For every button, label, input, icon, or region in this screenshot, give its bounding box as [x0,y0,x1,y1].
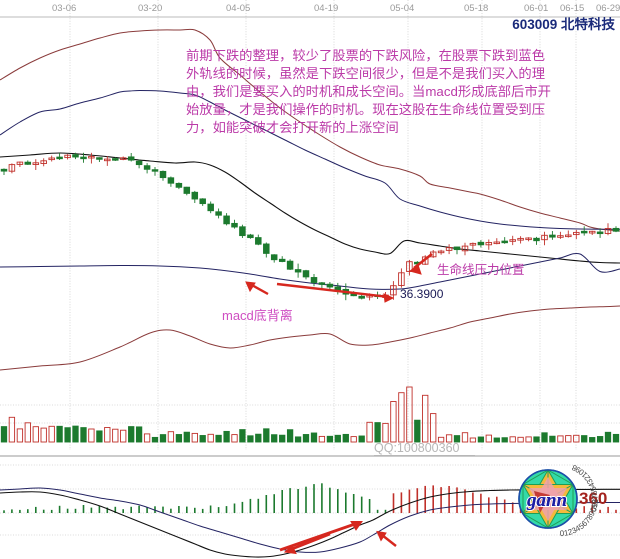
svg-text:04-19: 04-19 [314,3,338,14]
svg-text:生命线压力位置: 生命线压力位置 [437,262,525,277]
svg-text:gann: gann [526,490,567,511]
svg-text:04-05: 04-05 [226,3,250,14]
svg-text:macd底背离: macd底背离 [222,308,293,323]
svg-text:03-06: 03-06 [52,3,76,14]
svg-text:603009 北特科技: 603009 北特科技 [512,16,615,32]
svg-text:05-18: 05-18 [464,3,488,14]
svg-text:06-15: 06-15 [560,3,584,14]
svg-text:05-04: 05-04 [390,3,414,14]
svg-text:前期下跌的整理，较少了股票的下跌风险，在股票下跌到蓝色: 前期下跌的整理，较少了股票的下跌风险，在股票下跌到蓝色 [186,47,545,63]
svg-text:QQ:100800360: QQ:100800360 [374,441,460,455]
svg-text:由，我们是要买入的时机和成长空间。当macd形成底部后市开: 由，我们是要买入的时机和成长空间。当macd形成底部后市开 [186,83,551,99]
svg-text:外轨线的时候，虽然是下跌空间很少，但是不是我们买入的理: 外轨线的时候，虽然是下跌空间很少，但是不是我们买入的理 [186,65,545,81]
svg-text:力，如能突破才会打开新的上涨空间: 力，如能突破才会打开新的上涨空间 [186,120,399,135]
svg-text:始放量，才是我们操作的时机。现在这股在生命线位置受到压: 始放量，才是我们操作的时机。现在这股在生命线位置受到压 [186,101,545,117]
svg-text:06-01: 06-01 [524,3,548,14]
svg-text:06-29: 06-29 [596,3,620,14]
svg-text:36.3900: 36.3900 [400,287,444,301]
svg-text:03-20: 03-20 [138,3,162,14]
